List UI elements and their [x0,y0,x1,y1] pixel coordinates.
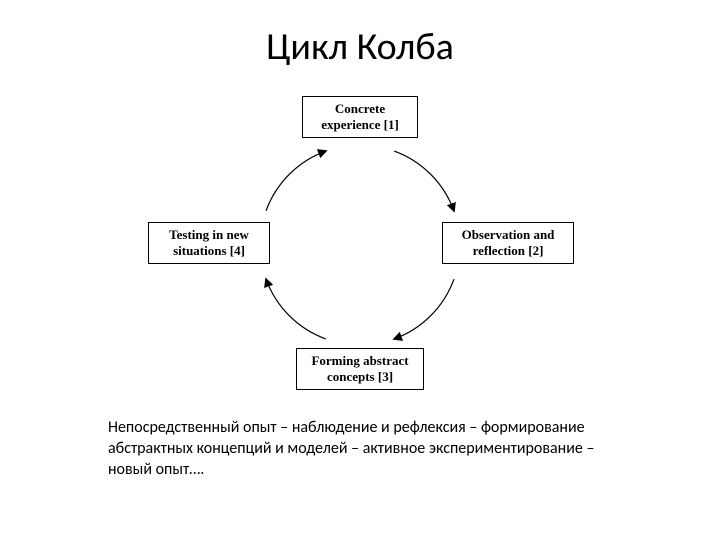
page-title: Цикл Колба [0,24,720,70]
node-line1: Forming abstract [311,353,408,369]
cycle-arc [394,151,454,211]
cycle-node-n2: Observation andreflection [2] [442,222,574,264]
node-line2: situations [4] [173,243,245,259]
cycle-arc [394,279,454,339]
node-line2: experience [1] [321,117,399,133]
cycle-arc [266,279,326,339]
cycle-node-n4: Testing in newsituations [4] [148,222,270,264]
node-line1: Observation and [462,227,555,243]
node-line1: Concrete [335,101,385,117]
node-line1: Testing in new [169,227,249,243]
cycle-arc [266,151,326,211]
kolb-cycle-diagram: Concreteexperience [1] Observation andref… [140,90,580,400]
node-line2: concepts [3] [327,369,393,385]
node-line2: reflection [2] [473,243,544,259]
caption-text: Непосредственный опыт – наблюдение и реф… [108,418,628,480]
cycle-node-n1: Concreteexperience [1] [302,96,418,138]
cycle-node-n3: Forming abstractconcepts [3] [296,348,424,390]
